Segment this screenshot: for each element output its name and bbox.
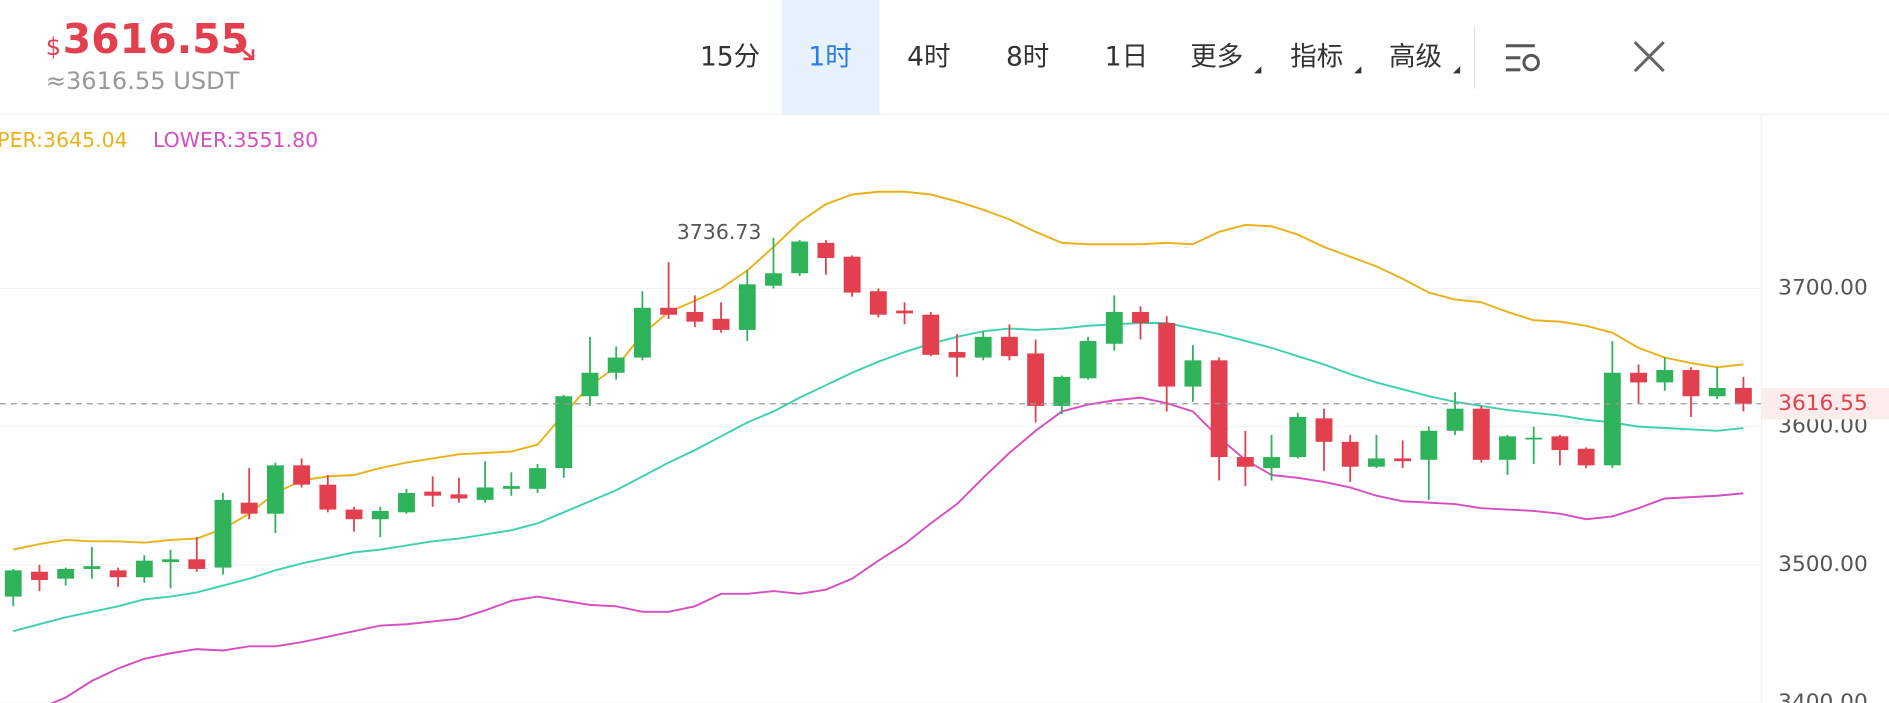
candle-body	[791, 241, 809, 274]
candle-body	[974, 336, 992, 358]
candle-body	[1630, 372, 1647, 383]
candle-body	[57, 568, 75, 579]
price-tag-bg	[1761, 388, 1889, 420]
candle-body	[765, 273, 782, 286]
candle-body	[109, 570, 127, 578]
candle-body	[1603, 372, 1621, 466]
candle-body	[738, 284, 756, 330]
candle-body	[581, 372, 599, 397]
candle-body	[476, 487, 494, 500]
legend-entry: UPPER:3645.04	[0, 128, 128, 152]
candle-body	[1394, 458, 1412, 462]
tab[interactable]: 更多	[1190, 41, 1243, 72]
candle-body	[1446, 408, 1464, 431]
candle-body	[319, 484, 337, 510]
candle-body	[660, 307, 678, 315]
candle-body	[1734, 387, 1752, 404]
candle-body	[1315, 418, 1333, 442]
candle-body	[31, 571, 48, 581]
candle-body	[1263, 457, 1280, 469]
candle-body	[162, 559, 179, 563]
candle-body	[1551, 436, 1569, 451]
tab[interactable]: 高级	[1389, 41, 1442, 72]
candle-body	[843, 256, 861, 293]
candle-body	[502, 486, 520, 489]
dropdown-triangle	[1354, 66, 1362, 74]
candle-body	[266, 465, 284, 514]
max-annotation: 3736.73	[677, 220, 762, 244]
candle-body	[1420, 430, 1438, 460]
candle-body	[1184, 360, 1202, 387]
candle-body	[135, 560, 153, 578]
candle-body	[1367, 458, 1385, 467]
candle-body	[371, 510, 389, 520]
candle-body	[188, 559, 206, 569]
candle-body	[1053, 376, 1071, 406]
candle-body	[1079, 340, 1097, 379]
candle-body	[83, 566, 101, 569]
candle-body	[1682, 369, 1700, 397]
tab[interactable]: 15分	[700, 41, 760, 72]
tab[interactable]: 1时	[808, 41, 851, 72]
candle-body	[948, 352, 966, 358]
candle-body	[633, 307, 651, 358]
candle-body	[922, 314, 940, 355]
price: 3616.55	[63, 15, 250, 63]
candle-body	[1577, 448, 1595, 466]
tab[interactable]: 4时	[907, 41, 950, 72]
candle-body	[712, 318, 730, 330]
candle-body	[555, 396, 573, 469]
currency-symbol: $	[46, 33, 61, 61]
close-button[interactable]	[1633, 41, 1665, 73]
toolbar: 15分 1时 4时 8时 1日 更多 指标 高级	[700, 0, 1461, 115]
tab[interactable]: 1日	[1105, 41, 1148, 72]
y-tick-label: 3500.00	[1778, 552, 1868, 577]
candle-body	[607, 357, 625, 373]
candle-body	[869, 291, 887, 315]
settings-icon[interactable]	[1505, 44, 1540, 72]
candle-body	[424, 491, 442, 496]
candle-body	[240, 502, 258, 514]
down-arrow-icon	[235, 43, 255, 61]
tab[interactable]: 指标	[1290, 41, 1343, 72]
candle-body	[896, 310, 913, 314]
dropdown-triangle	[1254, 66, 1262, 74]
candle-body	[345, 509, 363, 520]
candle-body	[817, 242, 835, 259]
candle-body	[1000, 336, 1018, 357]
candle-body	[1210, 360, 1228, 458]
candle-body	[1236, 457, 1254, 467]
candle-body	[1289, 416, 1307, 458]
price-tag: 3616.55	[1778, 391, 1868, 416]
candle-body	[450, 494, 468, 499]
approx-price: ≈3616.55 USDT	[46, 67, 240, 95]
candle-body	[1472, 408, 1490, 460]
band-line	[50, 396, 1744, 703]
candle-body	[1027, 353, 1045, 406]
candle-body	[1158, 323, 1176, 387]
y-tick-label: 3400.00	[1778, 690, 1868, 703]
candle-body	[4, 570, 22, 597]
candle-body	[1656, 369, 1674, 383]
candle-body	[1499, 436, 1516, 460]
candle-body	[1341, 441, 1359, 467]
candle-body	[1105, 311, 1123, 344]
candle-body	[214, 499, 232, 568]
candle-body	[398, 492, 415, 513]
candle-body	[1708, 387, 1726, 397]
candle-body	[1132, 311, 1149, 324]
y-tick-label: 3700.00	[1778, 275, 1868, 300]
candle-body	[293, 465, 311, 485]
active-tab-bg	[781, 0, 880, 115]
candle-body	[686, 311, 704, 322]
tab[interactable]: 8时	[1006, 41, 1049, 72]
plot: 3700.003600.003500.003400.003736.733616.…	[0, 128, 1889, 703]
candle-body	[529, 468, 546, 489]
legend-entry: LOWER:3551.80	[153, 128, 318, 152]
candle-body	[1525, 437, 1543, 440]
